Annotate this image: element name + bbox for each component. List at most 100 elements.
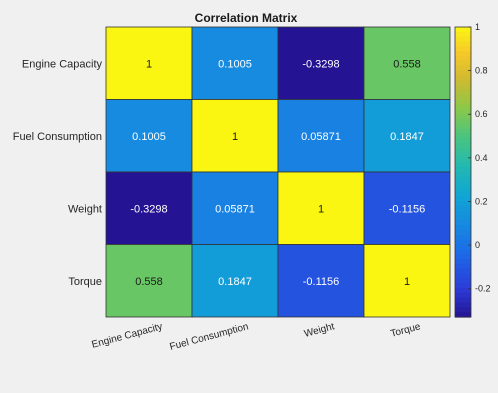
chart-title: Correlation Matrix (195, 11, 298, 25)
heatmap-cell (363, 171, 451, 245)
colorbar-segment (455, 99, 471, 105)
colorbar-segment (455, 31, 471, 38)
cell-value-label: 1 (318, 203, 324, 215)
row-labels: Engine Capacity Fuel Consumption Weight Tor… (13, 58, 103, 288)
cell-value-label: 0.1847 (218, 276, 252, 288)
colorbar-tick-label: 0.4 (475, 153, 488, 163)
colorbar-segment (455, 186, 471, 192)
colorbar-segment (455, 292, 471, 299)
cell-value-label: 1 (404, 276, 410, 288)
heatmap-cell (277, 26, 365, 100)
colorbar-segment (455, 312, 471, 318)
heatmap-cell (105, 99, 193, 173)
heatmap-cell (277, 244, 365, 318)
colorbar-segment (455, 176, 471, 183)
column-label: Fuel Consumption (169, 321, 250, 353)
heatmap-cell (191, 26, 279, 100)
colorbar-segment (455, 128, 471, 134)
colorbar-segment (455, 167, 471, 173)
row-label: Weight (68, 203, 102, 215)
colorbar-segment (455, 278, 471, 284)
colorbar-segment (455, 210, 471, 217)
colorbar-segment (455, 94, 471, 101)
column-label: Torque (389, 321, 422, 340)
colorbar-segment (455, 133, 471, 139)
cell-value-label: -0.1156 (389, 203, 426, 215)
colorbar-segment (455, 114, 471, 120)
colorbar-segment (455, 302, 471, 308)
colorbar-segment (455, 80, 471, 86)
colorbar-segment (455, 273, 471, 279)
heatmap-cell (191, 99, 279, 173)
colorbar-segment (455, 220, 471, 226)
cell-value-label: 0.558 (135, 276, 163, 288)
cell-value-label: -0.3298 (130, 203, 167, 215)
colorbar-segment (455, 205, 471, 212)
heatmap-cell (363, 26, 451, 100)
colorbar-segment (455, 51, 471, 57)
colorbar-segment (455, 109, 471, 115)
colorbar: 1 0.8 0.6 0.4 0.2 0 -0.2 (454, 22, 491, 318)
colorbar-segment (455, 239, 471, 246)
colorbar-segment (455, 234, 471, 241)
colorbar-segment (455, 70, 471, 76)
heatmap-cell (105, 244, 193, 318)
colorbar-segment (455, 230, 471, 236)
colorbar-segment (455, 268, 471, 275)
colorbar-segment (455, 118, 471, 125)
heatmap-cell (191, 244, 279, 318)
colorbar-segment (455, 157, 471, 163)
colorbar-segment (455, 56, 471, 62)
colorbar-tick-label: 1 (475, 22, 480, 32)
colorbar-segment (455, 89, 471, 96)
colorbar-segment (455, 104, 471, 110)
cell-value-label: 0.1005 (218, 58, 252, 70)
colorbar-segment (455, 138, 471, 144)
column-labels: Engine Capacity Fuel Consumption Weight Tor… (91, 321, 423, 353)
row-label: Fuel Consumption (13, 131, 102, 143)
colorbar-segment (455, 41, 471, 47)
cell-value-label: 0.1005 (132, 131, 166, 143)
colorbar-segment (455, 162, 471, 168)
colorbar-segment (455, 46, 471, 52)
colorbar-tick-label: -0.2 (475, 284, 491, 294)
colorbar-segment (455, 172, 471, 178)
heatmap-cells: 1 0.1005 -0.3298 0.558 0.1005 1 0.05871 0.1847 -… (105, 26, 451, 318)
cell-value-label: -0.3298 (302, 58, 339, 70)
column-label: Engine Capacity (91, 321, 164, 350)
colorbar-segment (455, 225, 471, 231)
colorbar-segment (455, 36, 471, 43)
colorbar-segment (455, 263, 471, 270)
colorbar-segment (455, 143, 471, 149)
colorbar-segment (455, 259, 471, 265)
colorbar-tick-label: 0 (475, 240, 480, 250)
colorbar-segment (455, 147, 471, 154)
cell-value-label: 0.558 (393, 58, 421, 70)
colorbar-segment (455, 297, 471, 304)
row-label: Engine Capacity (22, 58, 103, 70)
heatmap-cell (363, 99, 451, 173)
colorbar-segment (455, 65, 471, 72)
colorbar-segment (455, 27, 471, 33)
colorbar-segment (455, 254, 471, 260)
colorbar-segment (455, 191, 471, 197)
colorbar-segment (455, 60, 471, 67)
heatmap-cell (363, 244, 451, 318)
colorbar-segment (455, 288, 471, 294)
colorbar-tick-label: 0.8 (475, 66, 488, 76)
colorbar-segment (455, 307, 471, 313)
cell-value-label: 1 (146, 58, 152, 70)
column-label: Weight (303, 321, 336, 340)
cell-value-label: 0.05871 (301, 131, 341, 143)
heatmap-cell (191, 171, 279, 245)
colorbar-segment (455, 152, 471, 159)
colorbar-segment (455, 85, 471, 91)
cell-value-label: 0.05871 (215, 203, 255, 215)
colorbar-frame (454, 26, 472, 318)
colorbar-segment (455, 123, 471, 130)
cell-value-label: -0.1156 (303, 276, 340, 288)
colorbar-segment (455, 196, 471, 202)
colorbar-segment (455, 283, 471, 289)
colorbar-tick-label: 0.6 (475, 109, 488, 119)
